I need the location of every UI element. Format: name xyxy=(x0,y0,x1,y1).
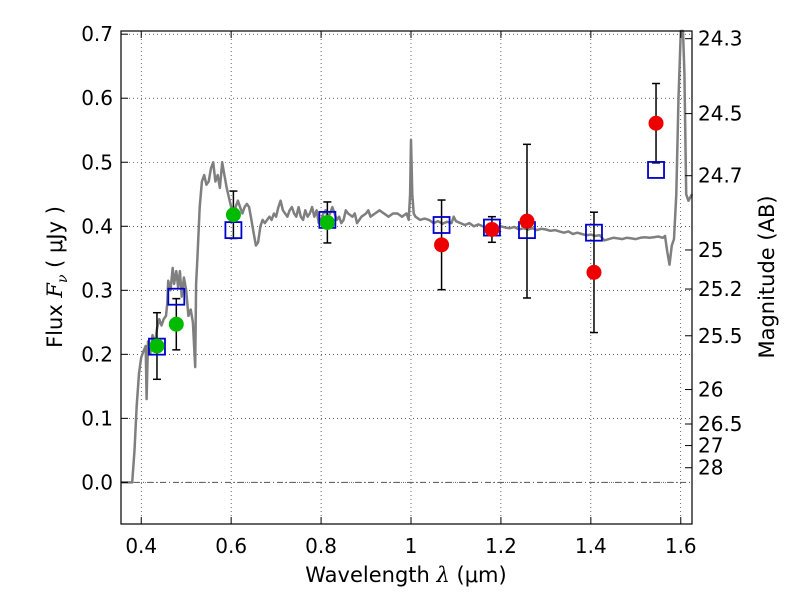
red-data-point xyxy=(648,115,664,131)
y-tick-label: 0.6 xyxy=(81,86,113,110)
model-square xyxy=(647,161,665,179)
magnitude-tick-label: 24.5 xyxy=(698,102,743,126)
magnitude-tick-label: 24.7 xyxy=(698,164,743,188)
red-data-point xyxy=(484,221,500,237)
magnitude-tick-label: 26 xyxy=(698,378,723,402)
template-sed-layer xyxy=(121,29,694,484)
template-sed-line xyxy=(121,29,694,484)
green-data-point xyxy=(168,316,184,332)
magnitude-tick-label: 27 xyxy=(698,434,723,458)
y-axis-label: Flux Fν ( μJy ) xyxy=(43,206,71,348)
red-data-point xyxy=(434,237,450,253)
green-data-point xyxy=(225,207,241,223)
y-tick-label: 0.1 xyxy=(81,406,113,430)
green-data-point xyxy=(319,214,335,230)
x-tick-label: 0.6 xyxy=(215,534,247,558)
y-tick-label: 0.2 xyxy=(81,342,113,366)
x-tick-label: 1.2 xyxy=(485,534,517,558)
model-square xyxy=(167,287,186,306)
errorbars-layer xyxy=(152,82,661,381)
magnitude-tick-label: 26.5 xyxy=(698,412,743,436)
y-tick-label: 0.7 xyxy=(81,22,113,46)
x-tick-label: 0.4 xyxy=(125,534,157,558)
magnitude-tick-label: 25.2 xyxy=(698,277,743,301)
magnitude-tick-label: 25.5 xyxy=(698,324,743,348)
x-tick-label: 0.8 xyxy=(305,534,337,558)
x-tick-label: 1.4 xyxy=(575,534,607,558)
y-tick-label: 0.5 xyxy=(81,150,113,174)
plot-frame xyxy=(120,30,693,525)
red-data-point xyxy=(586,264,602,280)
photometry-points-layer xyxy=(149,115,664,354)
x-axis-ticks: 0.4 0.6 0.8 1 1.2 1.4 1.6 xyxy=(125,31,697,558)
magnitude-tick-label: 28 xyxy=(698,456,723,480)
grid-lines xyxy=(121,31,692,524)
y-tick-label: 0.4 xyxy=(81,214,113,238)
y-tick-label: 0.0 xyxy=(81,470,113,494)
magnitude-tick-label: 24.3 xyxy=(698,27,743,51)
y-axis-ticks: 0.0 0.1 0.2 0.3 0.4 0.5 0.6 0.7 xyxy=(81,22,128,494)
x-axis-label: Wavelength λ (μm) xyxy=(305,563,506,587)
magnitude-axis-label: Magnitude (AB) xyxy=(755,195,779,358)
y-tick-label: 0.3 xyxy=(81,278,113,302)
magnitude-tick-label: 25 xyxy=(698,238,723,262)
x-tick-label: 1 xyxy=(405,534,418,558)
red-data-point xyxy=(519,213,535,229)
green-data-point xyxy=(149,338,165,354)
x-tick-label: 1.6 xyxy=(665,534,697,558)
model-square xyxy=(585,223,603,242)
model-square xyxy=(432,216,451,234)
